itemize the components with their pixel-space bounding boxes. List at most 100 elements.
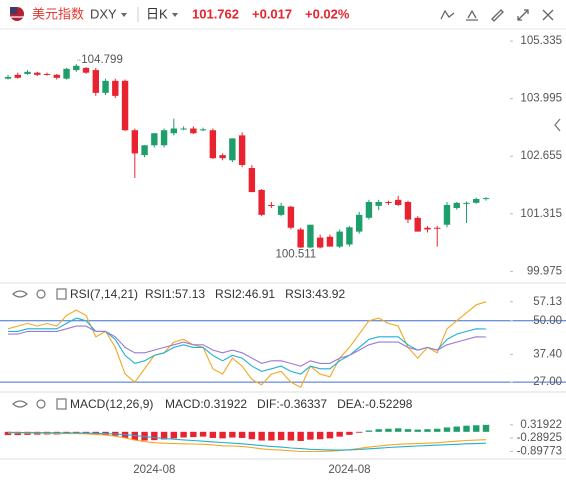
candle-body [375, 201, 382, 206]
y-tick-label: 57.13 [533, 296, 562, 308]
candle-body [336, 231, 343, 247]
candle-body [34, 72, 41, 75]
candle-body [443, 204, 451, 225]
candle-body [24, 71, 31, 74]
candle-body [248, 168, 256, 193]
candle-body [365, 201, 373, 218]
candle-body [326, 236, 334, 247]
high-annotation: 104.799 [81, 54, 123, 66]
y-tick-label: 105.335 [520, 35, 562, 47]
legend-entry: RSI1:57.13 [145, 287, 205, 301]
candle-body [229, 138, 236, 161]
y-tick-label: 0.31922 [520, 419, 562, 431]
candle-body [170, 128, 178, 134]
y-tick-label: 103.995 [520, 93, 562, 105]
candle-body [4, 76, 12, 79]
histogram-bar [297, 431, 304, 441]
histogram-bar [4, 431, 12, 436]
histogram-bar [170, 431, 178, 439]
compare-button[interactable] [466, 9, 478, 21]
histogram-bar [346, 431, 353, 435]
histogram-bar [395, 428, 402, 432]
histogram-bar [316, 431, 324, 440]
settings-icon[interactable] [36, 399, 46, 409]
series-line [7, 431, 487, 451]
candle-body [53, 74, 60, 78]
histogram-bar [258, 431, 265, 441]
histogram-bar [453, 426, 460, 432]
menu-icon[interactable] [56, 398, 67, 410]
y-tick-label: -0.28925 [517, 432, 562, 444]
candle-body [316, 237, 324, 248]
visibility-icon[interactable] [12, 290, 28, 298]
candle-body [151, 133, 158, 146]
candle-body [180, 128, 187, 130]
legend-entry: DEA:-0.52298 [337, 397, 413, 411]
x-tick-label: 2024-08 [328, 464, 370, 476]
candle-body [63, 68, 70, 79]
candle-body [238, 135, 246, 166]
fullscreen-button[interactable] [517, 9, 529, 21]
draw-button[interactable] [491, 9, 504, 22]
candle-body [463, 202, 470, 204]
histogram-bar [307, 431, 314, 440]
candle-body [414, 217, 421, 232]
dropdown-arrow[interactable] [172, 13, 178, 17]
histogram-bar [404, 429, 412, 432]
y-tick-label: 101.315 [520, 208, 562, 220]
settings-icon[interactable] [36, 289, 46, 299]
histogram-bar [151, 431, 158, 441]
histogram-bar [219, 431, 226, 439]
candle-body [73, 65, 80, 71]
candle-body [141, 145, 148, 156]
close-button[interactable] [542, 9, 554, 21]
y-tick-label: -0.89773 [517, 445, 562, 457]
candle-body [385, 201, 392, 203]
histogram-bar [443, 427, 451, 432]
candle-body [346, 227, 353, 245]
period[interactable]: 日K [146, 6, 168, 21]
symbol-name[interactable]: 美元指数 [32, 6, 84, 21]
histogram-bar [199, 431, 207, 437]
menu-icon[interactable] [56, 288, 67, 300]
price-change-pct: +0.02% [305, 6, 350, 21]
candle-body [121, 80, 129, 131]
histogram-bar [209, 431, 217, 438]
candle-body [473, 198, 480, 203]
dropdown-arrow[interactable] [121, 13, 127, 17]
histogram-bar [375, 429, 382, 432]
visibility-icon[interactable] [12, 400, 28, 408]
collapse-button[interactable] [554, 118, 561, 132]
histogram-bar [238, 431, 246, 438]
histogram-bar [229, 431, 236, 438]
histogram-bar [482, 424, 490, 432]
candle-body [277, 205, 285, 215]
candle-body [82, 67, 90, 73]
histogram-bar [326, 431, 334, 439]
candle-body [209, 130, 217, 159]
symbol-code[interactable]: DXY [90, 6, 117, 21]
histogram-bar [190, 431, 197, 438]
candle-body [434, 227, 441, 229]
y-tick-label: 27.00 [533, 376, 562, 388]
flag-canton [10, 7, 17, 14]
histogram-bar [365, 430, 373, 432]
toolbar: 美元指数 DXY 日K 101.762 +0.017 +0.02% [10, 6, 554, 22]
panel-title: MACD(12,26,9) [70, 397, 153, 411]
candle-body [92, 70, 99, 93]
candle-body [258, 189, 265, 215]
histogram-bar [355, 431, 363, 433]
indicator-button[interactable] [440, 9, 455, 20]
histogram-bar [414, 429, 421, 432]
panel-title: RSI(7,14,21) [70, 287, 138, 301]
candle-body [395, 199, 402, 205]
histogram-bar [336, 431, 343, 437]
legend-entry: DIF:-0.36337 [257, 397, 327, 411]
candle-body [453, 202, 460, 208]
candle-body [190, 128, 197, 134]
series-line [8, 325, 487, 367]
price-change: +0.017 [252, 6, 292, 21]
histogram-bar [424, 429, 431, 432]
candle-body [102, 80, 109, 93]
